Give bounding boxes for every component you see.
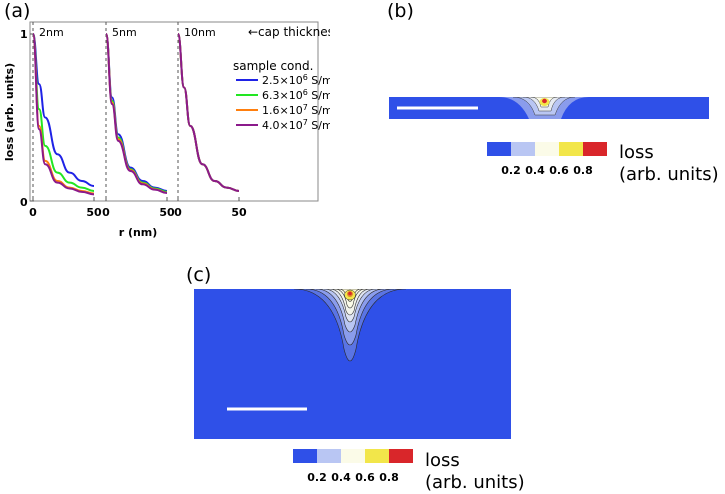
x-axis-label: r (nm) (119, 226, 158, 239)
series-line (32, 33, 95, 192)
colorbar-tick-label: 0.6 (549, 164, 569, 177)
legend-entry: 1.6×107 S/m (262, 103, 330, 117)
panel-label-b: (b) (387, 0, 414, 22)
colorbar-swatch (317, 449, 341, 463)
heatmap-b-hotspot (499, 97, 589, 119)
series-line (32, 33, 95, 195)
x-tick-label: 0 (174, 206, 182, 219)
subplot-label: 10nm (184, 26, 216, 39)
colorbar-swatch (389, 449, 413, 463)
colorbar-c-label-line2: (arb. units) (425, 472, 525, 493)
colorbar-swatch (293, 449, 317, 463)
legend: 2.5×106 S/m6.3×106 S/m1.6×107 S/m4.0×107… (236, 73, 330, 132)
colorbar-swatch (341, 449, 365, 463)
colorbar-tick-label: 0.6 (355, 471, 375, 484)
y-tick-1: 1 (20, 28, 28, 41)
cap-thickness-annotation: ←cap thickness (248, 25, 330, 39)
subplot-label: 2nm (39, 26, 64, 39)
legend-entry: 2.5×106 S/m (262, 73, 330, 87)
colorbar-tick-label: 0.4 (331, 471, 351, 484)
x-tick-label: 0 (102, 206, 110, 219)
heatmap-c (194, 289, 511, 439)
y-axis-label: loss (arb. units) (3, 63, 16, 161)
heatmap-b (389, 97, 709, 119)
legend-title: sample cond. (233, 59, 313, 73)
colorbar-tick-label: 0.4 (525, 164, 545, 177)
x-tick-label: 50 (159, 206, 175, 219)
colorbar-tick-label: 0.2 (307, 471, 327, 484)
plot-frame (29, 21, 319, 202)
colorbar-swatch (365, 449, 389, 463)
legend-entry: 4.0×107 S/m (262, 118, 330, 132)
colorbar-swatch (583, 142, 607, 156)
series-line (32, 33, 95, 187)
x-tick-label: 0 (29, 206, 37, 219)
colorbar-b-label-line2: (arb. units) (619, 164, 719, 185)
x-tick-label: 50 (86, 206, 102, 219)
colorbar-c-label: loss (arb. units) (425, 450, 525, 494)
series-line (32, 33, 95, 196)
colorbar-b-label-line1: loss (619, 142, 654, 163)
heatmap-c-hotspot (293, 289, 407, 362)
colorbar-swatch (559, 142, 583, 156)
colorbar-tick-label: 0.8 (379, 471, 399, 484)
colorbar-c: 0.2 0.4 0.6 0.8 (293, 449, 413, 484)
x-tick-label: 50 (231, 206, 247, 219)
subplot-label: 5nm (112, 26, 137, 39)
panel-label-c: (c) (186, 264, 212, 286)
colorbar-b: 0.2 0.4 0.6 0.8 (487, 142, 607, 177)
colorbar-swatch (535, 142, 559, 156)
colorbar-c-label-line1: loss (425, 450, 460, 471)
series-line (105, 33, 168, 194)
series-line (177, 33, 240, 192)
y-tick-0: 0 (20, 196, 28, 209)
colorbar-tick-label: 0.8 (573, 164, 593, 177)
colorbar-swatch (487, 142, 511, 156)
colorbar-tick-label: 0.2 (501, 164, 521, 177)
colorbar-b-label: loss (arb. units) (619, 142, 719, 186)
legend-entry: 6.3×106 S/m (262, 88, 330, 102)
colorbar-swatch (511, 142, 535, 156)
panel-label-a: (a) (4, 0, 31, 22)
